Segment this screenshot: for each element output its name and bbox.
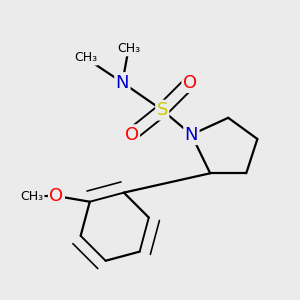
Text: O: O — [183, 74, 197, 92]
Text: CH₃: CH₃ — [74, 52, 97, 64]
Text: N: N — [185, 126, 198, 144]
Text: CH₃: CH₃ — [117, 42, 140, 55]
Text: N: N — [116, 74, 129, 92]
Text: O: O — [124, 126, 139, 144]
Text: O: O — [50, 187, 64, 205]
Text: CH₃: CH₃ — [20, 190, 44, 202]
Text: S: S — [157, 101, 168, 119]
